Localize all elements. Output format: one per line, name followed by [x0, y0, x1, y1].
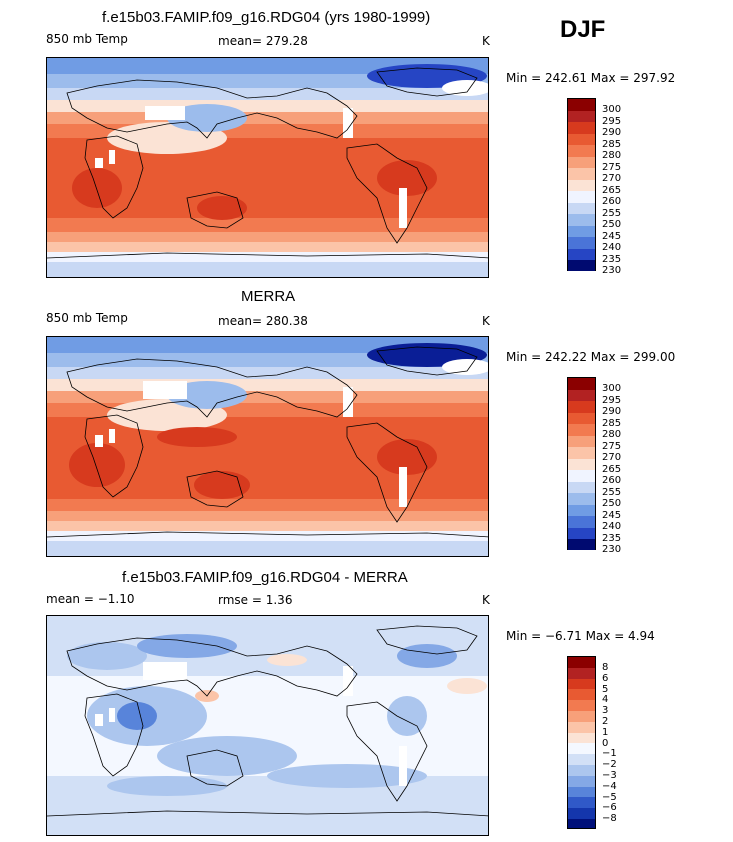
panel3-level-label: 5: [602, 683, 609, 695]
panel2-level-label: 235: [602, 532, 622, 544]
panel3-level-label: 1: [602, 726, 609, 738]
panel1-level-label: 300: [602, 104, 622, 115]
panel2-units-label: K: [482, 314, 490, 328]
panel3-level-label: 8: [602, 662, 609, 673]
panel1-level-label: 285: [602, 138, 622, 150]
panel1-level-label: 250: [602, 219, 622, 230]
panel1-colorbar: [567, 98, 596, 271]
panel3-title: f.e15b03.FAMIP.f09_g16.RDG04 - MERRA: [122, 569, 408, 586]
panel3-level-label: −3: [602, 770, 617, 781]
panel1-level-label: 230: [602, 265, 622, 276]
panel1-level-label: 265: [602, 184, 622, 196]
panel2-level-label: 290: [602, 406, 622, 417]
panel1-level-label: 235: [602, 253, 622, 265]
panel2-colorbar: [567, 377, 596, 550]
panel2-minmax: Min = 242.22 Max = 299.00: [506, 350, 676, 364]
panel1-mean-label: mean= 279.28: [218, 34, 308, 48]
panel1-level-label: 270: [602, 173, 622, 184]
panel2-level-label: 295: [602, 394, 622, 406]
panel1-level-label: 260: [602, 196, 622, 207]
panel2-level-label: 265: [602, 463, 622, 475]
panel3-level-label: −6: [602, 802, 617, 814]
panel3-level-label: −8: [602, 813, 617, 825]
panel2-title: MERRA: [241, 288, 296, 305]
panel3-level-label: 2: [602, 716, 609, 727]
panel1-level-label: 275: [602, 161, 622, 173]
panel2-level-label: 275: [602, 440, 622, 452]
panel1-minmax: Min = 242.61 Max = 297.92: [506, 71, 676, 85]
panel2-level-label: 240: [602, 521, 622, 532]
panel1-map: [46, 57, 489, 278]
panel3-level-label: 3: [602, 705, 609, 717]
panel2-map: [46, 336, 489, 557]
panel2-level-label: 260: [602, 475, 622, 486]
panel1-title: f.e15b03.FAMIP.f09_g16.RDG04 (yrs 1980-1…: [102, 9, 431, 26]
panel3-units-label: K: [482, 593, 490, 607]
panel3-level-label: 0: [602, 737, 609, 749]
season-label: DJF: [560, 16, 606, 43]
panel2-level-label: 245: [602, 509, 622, 521]
panel1-variable-label: 850 mb Temp: [46, 32, 128, 46]
panel2-level-label: 255: [602, 486, 622, 498]
panel3-level-label: −4: [602, 780, 617, 792]
panel1-level-label: 280: [602, 150, 622, 161]
panel2-variable-label: 850 mb Temp: [46, 311, 128, 325]
panel2-level-label: 280: [602, 429, 622, 440]
panel3-level-label: 4: [602, 694, 609, 706]
panel1-level-label: 290: [602, 127, 622, 138]
panel1-level-label: 240: [602, 242, 622, 253]
panel2-level-label: 270: [602, 452, 622, 463]
panel2-level-label: 285: [602, 417, 622, 429]
panel3-level-label: −5: [602, 791, 617, 803]
panel1-level-label: 255: [602, 207, 622, 219]
panel3-mean-label: mean = −1.10: [46, 592, 135, 606]
panel3-minmax: Min = −6.71 Max = 4.94: [506, 629, 655, 643]
panel2-level-label: 250: [602, 498, 622, 509]
panel2-level-label: 230: [602, 544, 622, 555]
panel3-map: [46, 615, 489, 836]
panel3-level-label: −1: [602, 748, 617, 760]
panel1-units-label: K: [482, 34, 490, 48]
panel1-level-label: 245: [602, 230, 622, 242]
panel3-level-label: −2: [602, 759, 617, 771]
panel3-colorbar: [567, 656, 596, 829]
panel2-mean-label: mean= 280.38: [218, 314, 308, 328]
panel2-level-label: 300: [602, 383, 622, 394]
panel3-rmse-label: rmse = 1.36: [218, 593, 293, 607]
panel1-level-label: 295: [602, 115, 622, 127]
panel3-level-label: 6: [602, 672, 609, 684]
